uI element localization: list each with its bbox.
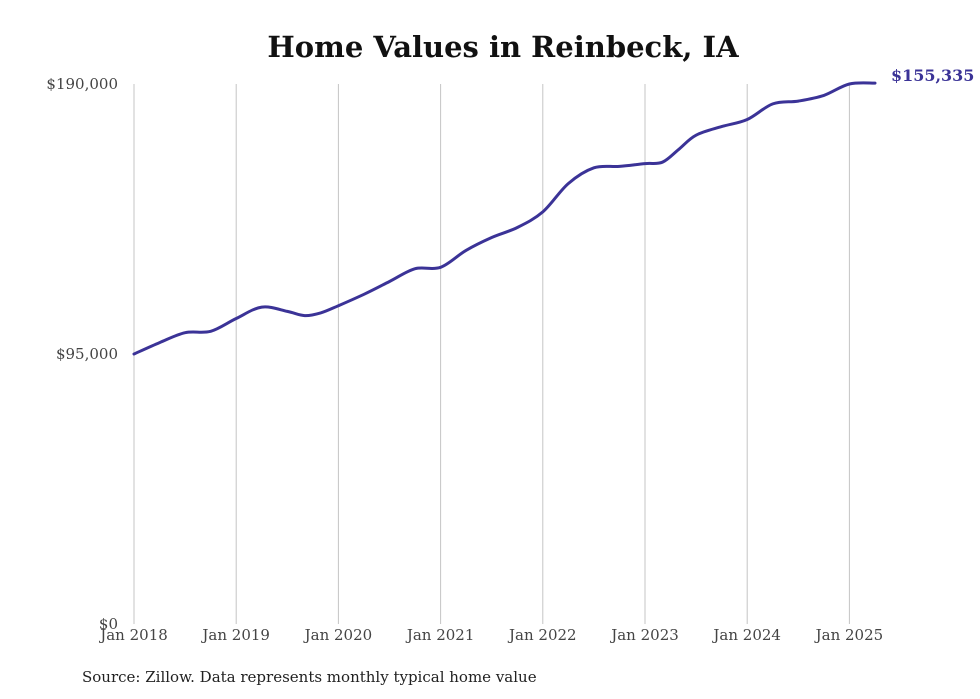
y-axis-ticks: $0 $95,000 $190,000 (46, 75, 118, 633)
x-tick-label: Jan 2024 (711, 626, 781, 644)
y-tick-label: $0 (99, 615, 118, 633)
y-tick-label: $190,000 (46, 75, 118, 93)
x-tick-label: Jan 2019 (200, 626, 270, 644)
x-tick-label: Jan 2025 (814, 626, 884, 644)
y-tick-label: $95,000 (56, 345, 118, 363)
x-tick-label: Jan 2022 (507, 626, 577, 644)
x-tick-label: Jan 2018 (98, 626, 168, 644)
chart-title: Home Values in Reinbeck, IA (267, 30, 739, 64)
x-tick-label: Jan 2021 (405, 626, 475, 644)
series-line (132, 81, 877, 356)
grid-lines (133, 84, 850, 624)
x-tick-label: Jan 2020 (303, 626, 373, 644)
end-value-label: $155,335 (891, 66, 975, 85)
source-note: Source: Zillow. Data represents monthly … (82, 668, 537, 686)
x-axis-ticks: Jan 2018 Jan 2019 Jan 2020 Jan 2021 Jan 2022… (98, 626, 883, 644)
x-tick-label: Jan 2023 (609, 626, 679, 644)
